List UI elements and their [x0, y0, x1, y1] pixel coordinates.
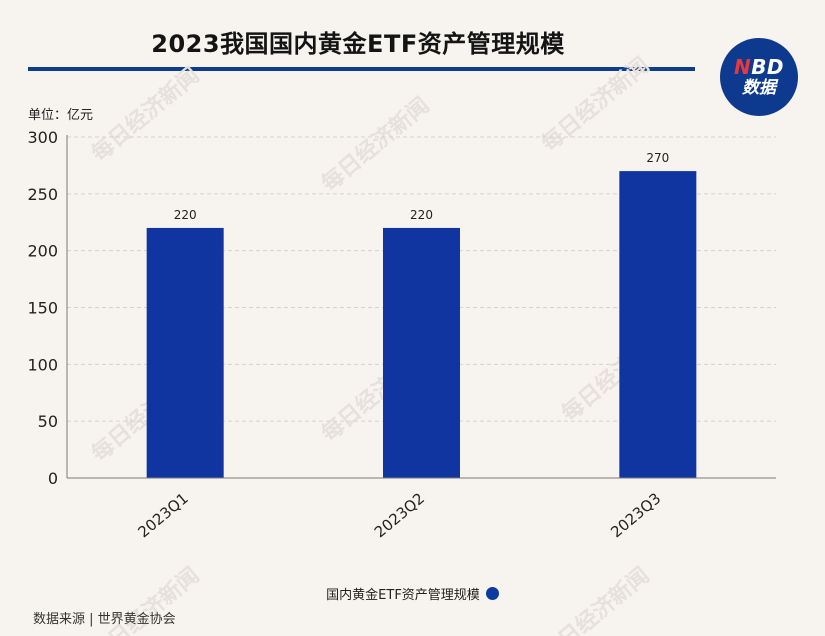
y-tick-label: 250: [27, 185, 58, 204]
watermark-text: 每日经济新闻: [537, 52, 655, 157]
y-tick-label: 0: [48, 469, 58, 488]
x-tick-label: 2023Q3: [607, 489, 664, 541]
title-underline: [28, 67, 695, 71]
bar-value-label: 220: [174, 208, 197, 222]
unit-label: 单位：亿元: [28, 108, 94, 123]
y-tick-label: 50: [38, 412, 58, 431]
legend-label: 国内黄金ETF资产管理规模: [326, 588, 480, 603]
legend-marker: [485, 587, 499, 600]
y-tick-label: 150: [27, 299, 58, 318]
y-tick-label: 200: [27, 242, 58, 261]
logo-letters-bd: BD: [751, 55, 785, 79]
y-tick-label: 100: [27, 355, 58, 374]
bar: [619, 171, 697, 478]
legend: 国内黄金ETF资产管理规模: [0, 584, 825, 603]
bar: [383, 227, 460, 478]
logo-letter-n: N: [733, 55, 752, 79]
bar: [146, 227, 224, 478]
x-tick-label: 2023Q2: [371, 489, 428, 541]
chart-title: 2023我国国内黄金ETF资产管理规模: [151, 30, 565, 58]
y-tick-label: 300: [27, 128, 58, 147]
x-axis-labels: 2023Q1 2023Q2 2023Q3: [135, 489, 665, 541]
x-tick-label: 2023Q1: [135, 489, 192, 541]
source-note: 数据来源 | 世界黄金协会: [33, 612, 176, 627]
logo-line-2: 数据: [742, 78, 776, 98]
watermark-text: 每日经济新闻: [317, 92, 435, 197]
logo-line-1: NBD: [734, 57, 784, 77]
bar-value-label: 220: [410, 208, 433, 222]
y-axis-ticks: 0 50 100 150 200 250 300: [27, 128, 58, 488]
nbd-logo: NBD 数据: [720, 38, 798, 116]
bars: 220 220 270: [146, 151, 697, 478]
watermark-text: 每日经济新闻: [87, 62, 205, 167]
bar-value-label: 270: [646, 151, 669, 165]
